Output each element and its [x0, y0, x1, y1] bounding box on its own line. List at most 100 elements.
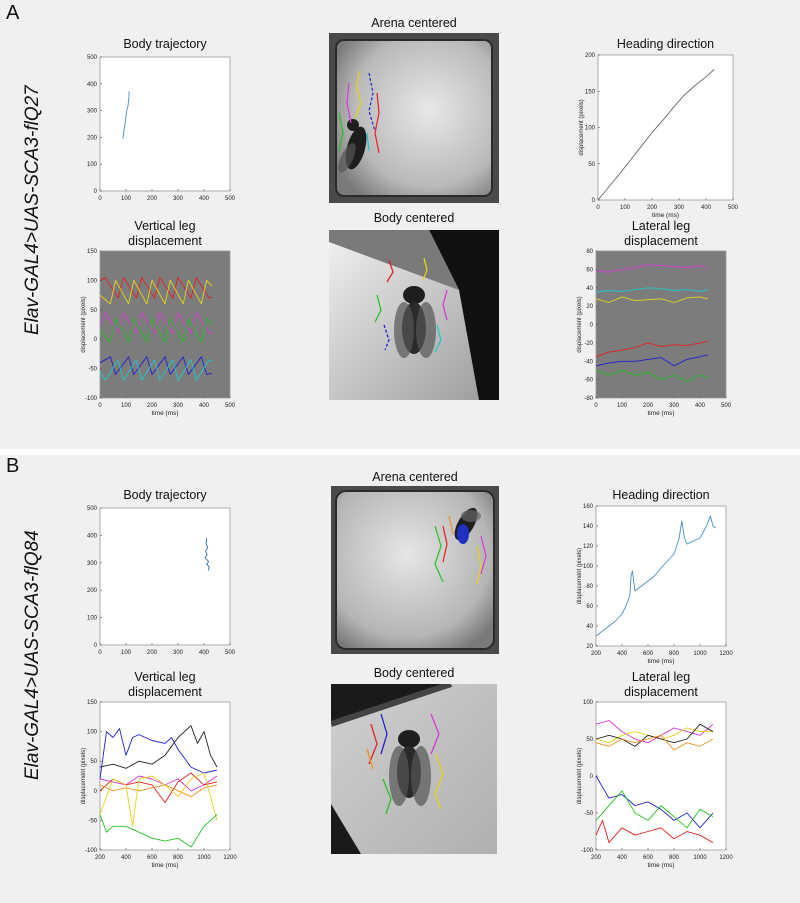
- series-line-body-path: [204, 538, 210, 571]
- x-tick-label: 1000: [197, 855, 211, 861]
- y-tick-label: 300: [87, 109, 98, 115]
- x-tick-label: 400: [199, 403, 210, 409]
- y-tick-label: 200: [585, 53, 596, 59]
- x-tick-label: 200: [147, 650, 158, 656]
- series-line-heading: [597, 69, 715, 201]
- y-tick-label: 400: [87, 533, 98, 539]
- chart-b-heading-direction: 200 400 600 800 1000 1200 20 40 60 80 100 120 140 160…: [577, 504, 733, 665]
- title-b-arena-centered: Arena centered: [372, 470, 458, 484]
- series-line-blue: [595, 354, 708, 367]
- y-tick-label: 0: [592, 198, 596, 204]
- y-tick-label: -20: [584, 341, 593, 347]
- series-line-blue: [99, 728, 218, 780]
- series-line-red: [99, 277, 212, 299]
- y-tick-label: 100: [87, 278, 98, 284]
- x-axis-label: time (ms): [151, 862, 178, 869]
- series-line-cyan: [99, 359, 213, 381]
- title-b-vertical-leg-1: Vertical leg: [134, 670, 196, 684]
- y-tick-label: 0: [94, 189, 98, 195]
- y-tick-label: 40: [586, 286, 593, 292]
- x-axis-label: time (ms): [151, 410, 178, 417]
- title-a-vertical-leg-2: displacement: [128, 234, 202, 248]
- y-tick-label: -50: [88, 367, 97, 373]
- x-tick-label: 200: [147, 196, 158, 202]
- x-tick-label: 400: [121, 855, 132, 861]
- y-tick-label: 200: [87, 135, 98, 141]
- photo-a-arena-centered: [329, 33, 499, 203]
- x-tick-label: 0: [98, 403, 102, 409]
- x-tick-label: 0: [596, 205, 600, 211]
- series-line-red: [595, 340, 708, 358]
- x-tick-label: 500: [225, 403, 236, 409]
- y-tick-label: 150: [87, 249, 98, 255]
- y-tick-label: 140: [583, 524, 594, 530]
- y-tick-label: 80: [586, 249, 593, 255]
- leg-tracks-centered-b: [366, 713, 444, 815]
- y-tick-label: 20: [586, 304, 593, 310]
- series-line-blue: [595, 775, 714, 829]
- series-line-orange: [99, 784, 218, 798]
- y-tick-label: 0: [94, 337, 98, 343]
- title-b-lateral-leg-2: displacement: [624, 685, 698, 699]
- plot-area: [595, 505, 727, 647]
- photo-a-body-centered: [329, 230, 499, 400]
- x-tick-label: 800: [669, 651, 680, 657]
- y-tick-label: -50: [584, 811, 593, 817]
- series-line-yellow: [99, 279, 213, 305]
- x-tick-label: 500: [225, 196, 236, 202]
- y-tick-label: 100: [585, 126, 596, 132]
- y-tick-label: 0: [94, 643, 98, 649]
- plot-area: [99, 507, 231, 646]
- x-tick-label: 100: [620, 205, 631, 211]
- x-tick-label: 300: [669, 403, 680, 409]
- x-tick-label: 500: [225, 650, 236, 656]
- y-tick-label: 160: [583, 504, 594, 510]
- plot-area: [595, 250, 727, 399]
- series-line-magenta: [99, 312, 212, 334]
- x-tick-label: 1200: [719, 651, 733, 657]
- x-tick-label: 500: [721, 403, 732, 409]
- plot-area: [99, 56, 231, 192]
- chart-b-lateral-leg: 200 400 600 800 1000 1200 -100 -50 0 50 100 time (m…: [577, 700, 733, 869]
- y-tick-label: 0: [590, 774, 594, 780]
- x-tick-label: 100: [121, 403, 132, 409]
- chart-a-vertical-leg: 0 100 200 300 400 500 -100 -50 0 50 100 150 time (ms…: [81, 249, 236, 417]
- title-a-body-centered: Body centered: [373, 211, 455, 225]
- y-tick-label: 300: [87, 561, 98, 567]
- x-tick-label: 600: [147, 855, 158, 861]
- x-tick-label: 200: [95, 855, 106, 861]
- series-line-green: [99, 318, 213, 343]
- x-axis-label: time (ms): [647, 410, 674, 417]
- x-tick-label: 400: [701, 205, 712, 211]
- y-tick-label: 150: [585, 89, 596, 95]
- x-tick-label: 200: [591, 651, 602, 657]
- series-line-blue: [99, 356, 212, 375]
- series-line-green: [99, 814, 218, 848]
- y-tick-label: -100: [85, 396, 98, 402]
- x-tick-label: 600: [643, 855, 654, 861]
- x-tick-label: 800: [669, 855, 680, 861]
- x-tick-label: 1000: [693, 855, 707, 861]
- y-axis-label: displacement (pixels): [81, 296, 87, 352]
- row-label-b: Elav-GAL4>UAS-SCA3-flQ84: [22, 530, 43, 780]
- series-line-green: [595, 369, 708, 382]
- y-axis-label: displacement (pixels): [577, 548, 583, 604]
- fly-silhouette: [338, 119, 367, 173]
- photo-b-arena-centered: [331, 486, 499, 654]
- y-tick-label: -100: [85, 848, 98, 854]
- y-tick-label: 100: [583, 564, 594, 570]
- title-a-lateral-leg-2: displacement: [624, 234, 698, 248]
- x-tick-label: 500: [728, 205, 739, 211]
- panel-letter-b: B: [6, 455, 20, 477]
- x-tick-label: 400: [199, 196, 210, 202]
- chart-a-body-trajectory: 0 100 200 300 400 500 0 100 200 300 400 500: [87, 55, 236, 202]
- y-tick-label: 400: [87, 82, 98, 88]
- title-b-body-trajectory: Body trajectory: [123, 488, 207, 502]
- x-tick-label: 200: [643, 403, 654, 409]
- x-tick-label: 300: [674, 205, 685, 211]
- y-tick-label: -40: [584, 359, 593, 365]
- series-line-magenta: [99, 775, 218, 792]
- y-tick-label: 60: [586, 604, 593, 610]
- y-axis-label: displacement (pixels): [577, 296, 583, 352]
